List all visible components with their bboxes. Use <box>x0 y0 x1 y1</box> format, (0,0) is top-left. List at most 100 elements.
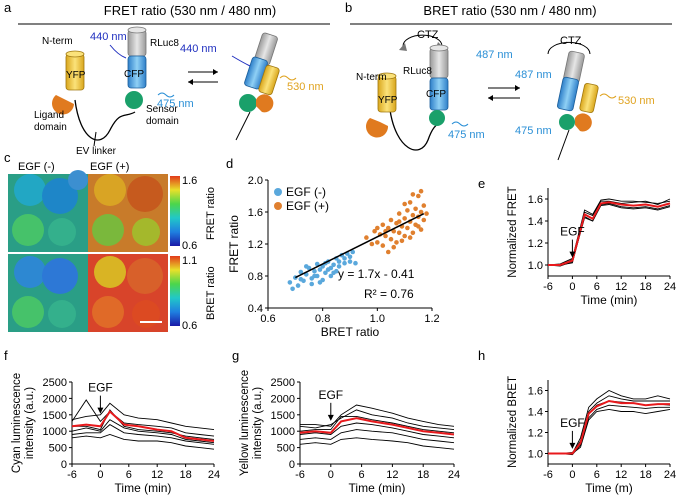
chart-h-y-tick-label: 1.6 <box>528 386 543 398</box>
chart-f-y-tick-label: 500 <box>49 443 67 455</box>
chart-f-y-tick-label: 1000 <box>43 426 67 438</box>
chart-d-x-label: BRET ratio <box>321 325 380 339</box>
bret-reverse-arrowhead <box>488 95 493 101</box>
closed-state-construct <box>235 32 280 141</box>
ligand-domain-shape <box>52 95 74 115</box>
chart-d-y-tick-label: 0.8 <box>248 271 263 283</box>
fret-colorbar-max: 1.6 <box>182 175 197 187</box>
fret-image-plus <box>88 174 168 252</box>
excitation-label-1: 440 nm <box>90 31 127 43</box>
chart-e-x-tick-label: 6 <box>594 281 600 293</box>
chart-d: 0.6 0.8 1.0 1.2 0.4 0.8 1.2 1.6 2.0 BRET ratio FRE… <box>227 175 440 339</box>
chart-e-series-line-2 <box>547 198 671 266</box>
chart-e-y-tick-label: 1.4 <box>528 216 543 228</box>
chart-d-point-egf-minus <box>312 268 317 274</box>
chart-e-annotation: EGF <box>560 225 585 239</box>
chart-g-series-line-3 <box>299 422 455 439</box>
chart-d-point-egf-plus <box>418 227 424 232</box>
chart-e-y-tick-label: 1.2 <box>528 238 543 250</box>
chart-e-series-line-3 <box>547 204 671 267</box>
cfp-rluc8-stack <box>127 26 147 89</box>
chart-d-point-egf-plus <box>410 230 416 236</box>
chart-e-y-tick-label: 1.0 <box>528 260 543 272</box>
chart-f-annotation: EGF <box>88 381 113 395</box>
chart-f-x-tick-label: 12 <box>151 469 163 481</box>
chart-d-point-egf-minus <box>314 261 320 267</box>
chart-d-point-egf-minus <box>287 280 293 285</box>
panel-a-title: FRET ratio (530 nm / 480 nm) <box>104 3 276 18</box>
panel-label-h: h <box>478 348 485 363</box>
chart-d-point-egf-plus <box>383 233 388 239</box>
chart-g-y-tick-label: 0 <box>289 459 295 471</box>
chart-h-y-tick-label: 1.4 <box>528 407 543 419</box>
sensor-domain-shape <box>125 91 143 109</box>
chart-d-point-egf-minus <box>331 270 336 276</box>
panel-label-d: d <box>226 156 233 171</box>
chart-d-point-egf-plus <box>405 208 410 213</box>
panel-label-f: f <box>4 348 8 363</box>
chart-g-x-tick-label: 6 <box>359 469 365 481</box>
chart-d-point-egf-plus <box>407 200 413 205</box>
luminescence-label-right: 487 nm <box>515 69 552 81</box>
chart-f-x-tick-label: 6 <box>126 469 132 481</box>
chart-g-y-tick-label: 1500 <box>271 410 295 422</box>
reverse-arrowhead <box>188 79 193 85</box>
chart-d-x-tick-label: 1.2 <box>424 313 439 325</box>
bret-n-term-label: N-term <box>356 72 387 83</box>
chart-e-annotation-arrowhead <box>569 251 576 258</box>
chart-d-point-egf-plus <box>364 235 369 240</box>
bret-image-plus <box>88 254 168 332</box>
chart-d-point-egf-plus <box>402 216 407 221</box>
bret-ligand-shape <box>366 118 389 138</box>
chart-e-x-tick-label: 12 <box>615 281 627 293</box>
fret-colorbar-label: FRET ratio <box>205 187 217 240</box>
chart-d-legend-label-1: EGF (+) <box>286 199 329 213</box>
chart-f-annotation-arrowhead <box>97 407 104 414</box>
bret-colorbar-label: BRET ratio <box>205 266 217 320</box>
chart-d-point-egf-minus <box>347 254 353 260</box>
fret-image-minus <box>8 170 88 252</box>
cfp-label: CFP <box>124 69 144 80</box>
chart-g-series-line-5 <box>299 437 455 450</box>
chart-d-point-egf-plus <box>407 235 413 240</box>
chart-d-point-egf-plus <box>396 230 402 236</box>
chart-d-point-egf-plus <box>399 238 405 244</box>
chart-d-point-egf-plus <box>394 240 399 245</box>
chart-d-point-egf-minus <box>298 269 304 275</box>
ev-linker-pointer <box>93 131 97 147</box>
bret-rluc8-cfp-stack <box>429 44 449 126</box>
bret-yfp-emission-label: 530 nm <box>618 95 655 107</box>
chart-d-point-egf-minus <box>347 259 353 264</box>
panel-b-title: BRET ratio (530 nm / 480 nm) <box>423 3 596 18</box>
chart-f-series-line-4 <box>71 424 215 445</box>
ctz-label-right: CTZ <box>560 35 582 47</box>
chart-d-x-tick-label: 0.6 <box>260 313 275 325</box>
bret-rluc8-label: RLuc8 <box>403 66 432 77</box>
chart-d-point-egf-minus <box>303 264 309 269</box>
chart-g-x-tick-label: -6 <box>295 469 305 481</box>
chart-e-mean-line <box>548 201 671 266</box>
chart-g-y-label-line-1: intensity (a.u.) <box>252 387 264 459</box>
bret-image-minus <box>8 254 88 332</box>
chart-e-x-tick-label: 24 <box>664 281 676 293</box>
chart-h-y-tick-label: 1.2 <box>528 428 543 440</box>
chart-d-point-egf-minus <box>350 249 356 255</box>
ev-linker-label: EV linker <box>76 146 117 157</box>
chart-f-y-tick-label: 1500 <box>43 410 67 422</box>
chart-d-point-egf-minus <box>298 276 304 282</box>
chart-d-point-egf-plus <box>380 243 386 248</box>
egf-minus-header: EGF (-) <box>18 161 55 173</box>
chart-d-point-egf-plus <box>385 225 391 231</box>
rluc8-label: RLuc8 <box>150 38 179 49</box>
chart-d-x-tick-label: 0.8 <box>315 313 330 325</box>
chart-d-point-egf-plus <box>375 225 380 231</box>
panel-a: a FRET ratio (530 nm / 480 nm) YFP N-ter… <box>4 0 330 157</box>
chart-d-point-egf-plus <box>391 228 397 234</box>
chart-g-series-line-1 <box>299 409 455 431</box>
chart-h-x-tick-label: 6 <box>594 469 600 481</box>
chart-h-x-tick-label: 0 <box>569 469 575 481</box>
chart-d-legend-marker-0 <box>274 188 282 196</box>
chart-h-x-tick-label: 24 <box>664 469 676 481</box>
chart-d-point-egf-plus <box>391 244 397 250</box>
